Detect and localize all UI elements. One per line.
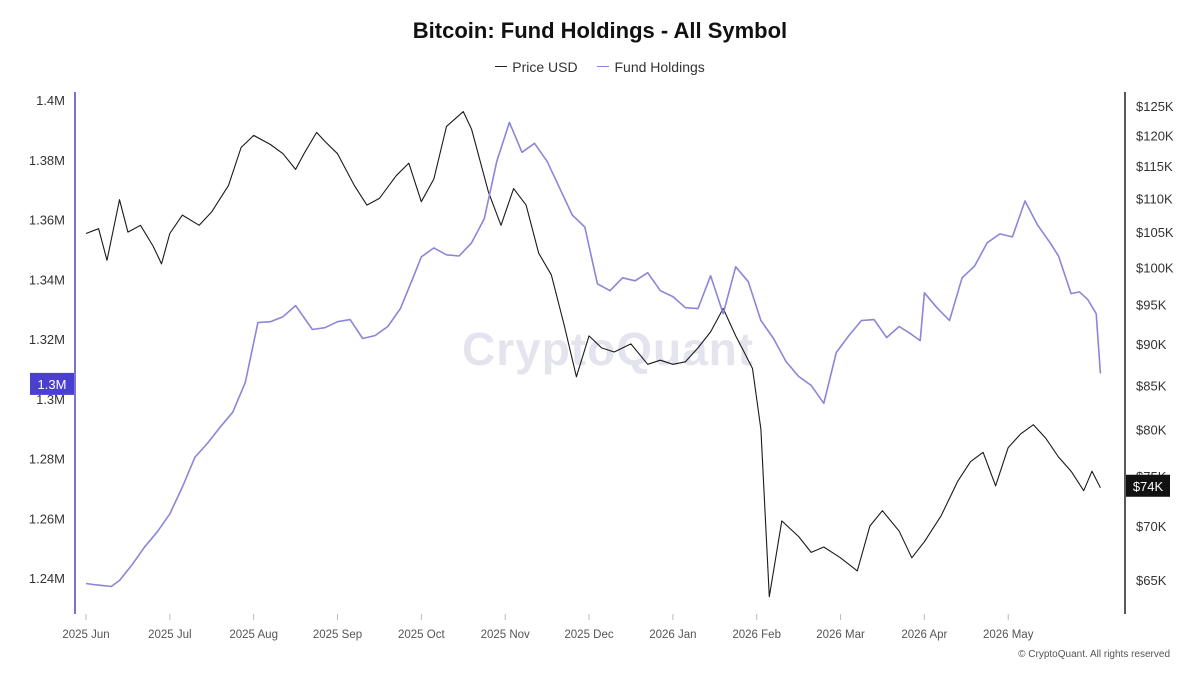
x-tick-label: 2026 Jan [649, 629, 696, 641]
left-tick-label: 1.38M [29, 153, 65, 168]
right-tick-label: $110K [1136, 191, 1173, 206]
x-tick-label: 2025 Aug [229, 629, 278, 641]
x-tick-label: 2025 Jun [62, 629, 109, 641]
legend: Price USD Fund Holdings [0, 59, 1200, 75]
series-layer [85, 111, 1102, 598]
left-tick-label: 1.26M [29, 511, 65, 526]
left-current-label: 1.3M [38, 377, 67, 392]
legend-label-fund-holdings: Fund Holdings [614, 59, 705, 75]
legend-swatch-price [495, 65, 508, 67]
right-tick-label: $125K [1136, 99, 1174, 114]
legend-label-price: Price USD [512, 59, 578, 75]
x-tick-label: 2026 Feb [732, 629, 781, 641]
copyright-text: © CryptoQuant. All rights reserved [1018, 649, 1170, 660]
right-current-badge [1126, 474, 1170, 497]
right-tick-label: $90K [1136, 337, 1167, 352]
x-tick-label: 2025 Nov [481, 629, 530, 641]
right-tick-label: $80K [1136, 422, 1167, 437]
left-tick-label: 1.36M [29, 213, 65, 228]
current-value-badges: 1.3M $74K [30, 372, 1170, 497]
right-tick-label: $85K [1136, 378, 1167, 393]
series-line-price-usd [85, 111, 1101, 598]
x-axis: 2025 Jun 2025 Jul 2025 Aug 2025 Sep 2025 Oct… [62, 614, 1034, 641]
right-tick-label: $105K [1136, 225, 1174, 240]
x-tick-label: 2025 Oct [398, 629, 445, 641]
right-tick-label: $120K [1136, 128, 1174, 143]
left-tick-label: 1.3M [36, 392, 65, 407]
right-tick-label: $115K [1136, 159, 1173, 174]
right-current-label: $74K [1133, 479, 1164, 494]
series-line-fund-holdings [85, 121, 1102, 588]
left-tick-label: 1.34M [29, 272, 65, 287]
left-current-badge [30, 372, 74, 395]
watermark: CryptoQuant [462, 323, 755, 375]
x-tick-label: 2026 May [983, 629, 1034, 641]
right-tick-label: $100K [1136, 261, 1174, 276]
left-tick-label: 1.28M [29, 452, 65, 467]
legend-swatch-fund-holdings [597, 65, 610, 67]
x-tick-label: 2026 Mar [816, 629, 865, 641]
right-tick-label: $70K [1136, 519, 1167, 534]
legend-item-price[interactable]: Price USD [495, 59, 578, 75]
left-tick-label: 1.4M [36, 93, 65, 108]
chart-title: Bitcoin: Fund Holdings - All Symbol [412, 18, 788, 43]
left-tick-label: 1.32M [29, 332, 65, 347]
right-tick-label: $65K [1136, 573, 1167, 588]
x-tick-label: 2025 Sep [313, 629, 362, 641]
x-tick-label: 2025 Jul [148, 629, 191, 641]
left-axis: 1.24M 1.26M 1.28M 1.3M 1.32M 1.34M 1.36M 1.38M 1… [29, 92, 76, 614]
left-tick-label: 1.24M [29, 571, 65, 586]
x-tick-label: 2025 Dec [564, 629, 613, 641]
right-tick-label: $95K [1136, 298, 1167, 313]
legend-item-fund-holdings[interactable]: Fund Holdings [597, 59, 705, 75]
x-tick-label: 2026 Apr [901, 629, 947, 641]
right-axis: $65K$70K$75K$80K$85K$90K$95K$100K$105K$1… [1124, 92, 1174, 614]
